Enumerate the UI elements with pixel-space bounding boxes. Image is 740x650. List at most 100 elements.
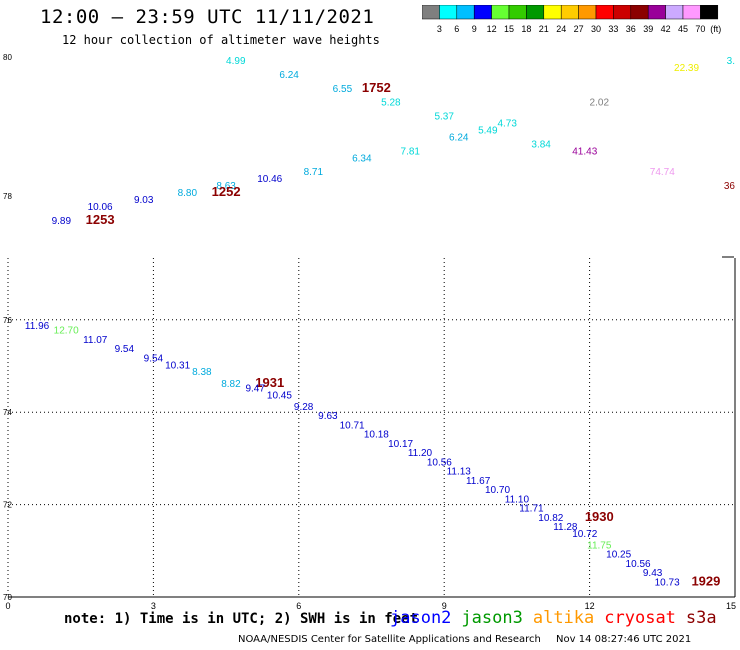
wave-height-label: 11.07	[83, 335, 108, 346]
wave-height-label: 10.71	[340, 420, 365, 431]
wave-height-label: 9.63	[318, 411, 338, 422]
x-tick-label: 0	[5, 601, 10, 611]
wave-height-label: 9.43	[643, 568, 663, 579]
satellite-legend-entry: s3a	[685, 608, 717, 628]
colorbar-tick-label: 30	[591, 24, 601, 34]
colorbar-tick-label: 24	[556, 24, 566, 34]
wave-height-label: 3.84	[531, 139, 551, 150]
satellite-legend-entry: altika	[532, 608, 595, 628]
wave-height-label: 8.63	[216, 181, 236, 192]
credit-line: NOAA/NESDIS Center for Satellite Applica…	[238, 634, 703, 645]
y-tick-label: 72	[3, 501, 12, 510]
data-points: 4.99 6.24 6.55 1752 5.28 5.37 6.24 5.494.73 3.84…	[25, 56, 736, 589]
wave-height-label: 11.67	[466, 476, 491, 487]
colorbar-tick-label: 39	[643, 24, 653, 34]
wave-height-label: 5.28	[381, 98, 401, 109]
color-scale-legend: 3 6 9 12 15 18 21 24 27 30 33 36 39 42 45 70 (ft)	[422, 5, 721, 34]
wave-height-label: 36	[724, 181, 736, 192]
wave-height-label: 9.54	[144, 353, 164, 364]
colorbar-tick-label: 42	[661, 24, 671, 34]
wave-height-label: 6.24	[279, 70, 299, 81]
satellite-legend-entry: cryosat	[604, 608, 676, 628]
y-tick-label: 76	[3, 316, 12, 325]
wave-height-label: 8.82	[221, 379, 241, 390]
wave-height-label: 11.96	[25, 321, 50, 332]
colorbar-tick-label: 45	[678, 24, 688, 34]
credit-text: NOAA/NESDIS Center for Satellite Applica…	[238, 634, 541, 645]
wave-height-label: 9.54	[115, 344, 135, 355]
satellite-legend-entry: jason3	[461, 608, 523, 628]
pass-time-label: 1253	[86, 212, 115, 227]
wave-height-label: 10.06	[88, 202, 113, 213]
x-tick-label: 15	[726, 601, 736, 611]
chart-subtitle: 12 hour collection of altimeter wave hei…	[62, 33, 380, 47]
wave-height-label: 9.89	[52, 216, 72, 227]
wave-height-label: 10.45	[267, 390, 292, 401]
colorbar-swatch	[700, 5, 719, 20]
x-tick-label: 9	[442, 601, 447, 611]
wave-height-label: 10.46	[257, 174, 282, 185]
generated-timestamp: Nov 14 08:27:46 UTC 2021	[556, 634, 692, 645]
wave-height-label: 9.03	[134, 195, 154, 206]
wave-height-label: 7.81	[401, 146, 421, 157]
wave-height-label: 8.71	[304, 167, 324, 178]
pass-time-label: 1930	[585, 509, 614, 524]
colorbar-tick-label: 36	[626, 24, 636, 34]
x-tick-label: 6	[296, 601, 301, 611]
y-tick-label: 74	[3, 408, 12, 417]
wave-height-label: 10.31	[165, 360, 190, 371]
y-tick-label: 80	[3, 53, 12, 62]
satellite-legend-entry: jason2	[390, 608, 452, 628]
wave-height-label: 10.73	[655, 577, 680, 588]
pass-time-label: 1752	[362, 80, 391, 95]
wave-height-label: 6.55	[333, 84, 353, 95]
pass-time-label: 1931	[255, 375, 284, 390]
colorbar-unit: (ft)	[710, 24, 721, 34]
wave-height-label: 6.24	[449, 132, 469, 143]
wave-height-label: 11.75	[587, 540, 612, 551]
wave-height-label: 10.18	[364, 430, 389, 441]
wave-height-label: 74.74	[650, 167, 675, 178]
wave-height-label: 2.02	[590, 98, 610, 109]
chart-title: 12:00 – 23:59 UTC 11/11/2021	[40, 6, 375, 28]
wave-height-label: 10.82	[538, 513, 563, 524]
x-tick-label: 12	[585, 601, 595, 611]
colorbar-tick-label: 18	[521, 24, 531, 34]
wave-height-label: 9.47	[245, 383, 265, 394]
colorbar-tick-label: 6	[454, 24, 459, 34]
wave-height-label: 4.99	[226, 56, 246, 67]
pass-time-label: 1252	[212, 184, 241, 199]
wave-height-label: 10.70	[485, 485, 510, 496]
wave-height-label: 3.	[727, 56, 735, 67]
colorbar-tick-label: 21	[539, 24, 549, 34]
wave-height-label: 6.34	[352, 153, 372, 164]
x-tick-label: 3	[151, 601, 156, 611]
wave-height-label: 10.56	[626, 559, 651, 570]
colorbar-tick-label: 9	[472, 24, 477, 34]
wave-height-label: 8.38	[192, 367, 212, 378]
pass-time-label: 1929	[691, 573, 720, 588]
wave-height-label: 9.28	[294, 402, 314, 413]
wave-height-label: 41.43	[572, 146, 597, 157]
wave-height-label: 12.70	[54, 326, 79, 337]
wave-height-label: 8.80	[178, 188, 198, 199]
wave-height-label: 22.39	[674, 63, 699, 74]
wave-height-label: 11.20	[408, 448, 433, 459]
colorbar-tick-label: 70	[695, 24, 705, 34]
wave-height-label: 10.72	[572, 529, 597, 540]
plot-grid	[7, 256, 736, 598]
footer-note: note: 1) Time is in UTC; 2) SWH is in fe…	[64, 611, 419, 627]
wave-height-label: 11.10	[505, 494, 530, 505]
wave-height-label: 5.49	[478, 125, 498, 136]
wave-height-label: 10.25	[606, 550, 631, 561]
colorbar-tick-label: 27	[574, 24, 584, 34]
y-tick-label: 70	[3, 593, 12, 602]
colorbar-tick-label: 3	[437, 24, 442, 34]
wave-height-label: 11.13	[447, 467, 472, 478]
colorbar-tick-label: 33	[608, 24, 618, 34]
satellite-legend: jason2 jason3 altika cryosat s3a	[390, 608, 727, 628]
colorbar-tick-label: 12	[487, 24, 497, 34]
wave-height-label: 10.17	[388, 439, 413, 450]
wave-height-label: 4.73	[497, 119, 517, 130]
wave-height-label: 11.28	[553, 522, 578, 533]
